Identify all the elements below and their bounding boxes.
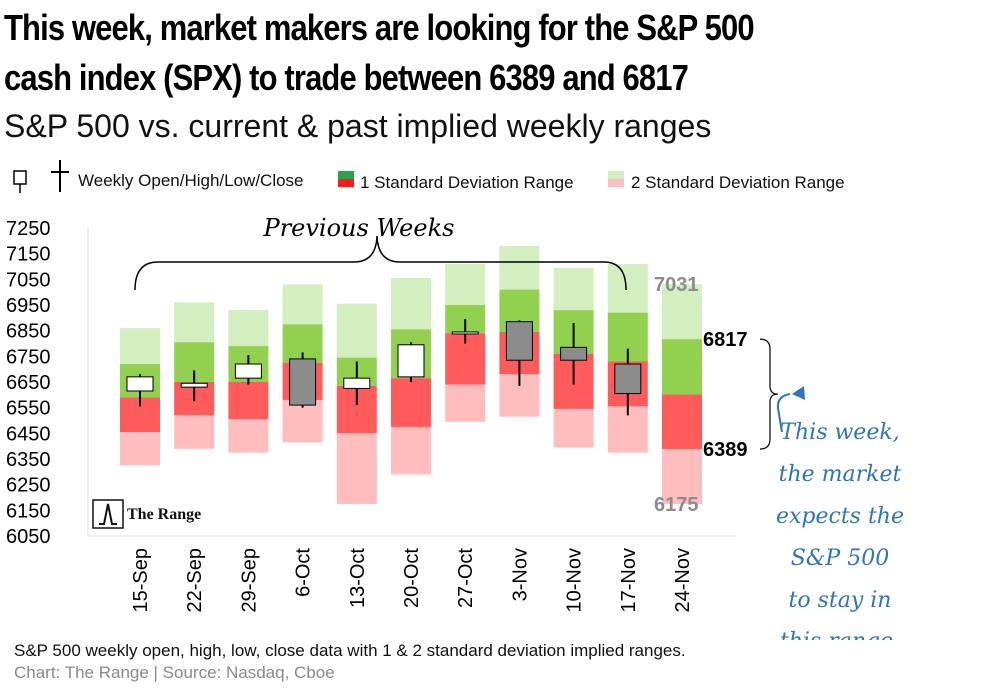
chart-subtitle: S&P 500 vs. current & past implied weekl… (4, 108, 712, 144)
y-tick-label: 7050 (6, 269, 51, 291)
candle-legend-icon (13, 170, 27, 193)
candles (126, 319, 642, 416)
y-tick-label: 6950 (6, 295, 51, 317)
x-tick-label: 20-Oct (401, 548, 423, 608)
candle-body (614, 363, 642, 395)
y-tick-label: 7250 (6, 218, 51, 240)
candle-body (289, 358, 317, 406)
y-tick-label: 6850 (6, 321, 51, 343)
legend: Weekly Open/High/Low/Close 1 Standard De… (13, 160, 845, 193)
y-tick-label: 6150 (6, 500, 51, 522)
sd2-upper-segment (282, 284, 323, 325)
headline-line-1: This week, market makers are looking for… (4, 7, 755, 48)
chart-footnote: S&P 500 weekly open, high, low, close da… (14, 641, 686, 660)
sd2-lower-segment (120, 432, 160, 466)
candle-body (126, 376, 154, 392)
sd1-legend-swatch (338, 171, 354, 187)
candle-body (451, 331, 479, 335)
annotation-arrow (776, 386, 805, 433)
sd2-upper-segment (174, 302, 215, 343)
brand-logo: The Range (92, 499, 201, 529)
chart-source: Chart: The Range | Source: Nasdaq, Cboe (14, 663, 335, 682)
x-tick-label: 24-Nov (672, 548, 694, 612)
sd2-legend-swatch (608, 171, 624, 187)
sd1-lower-segment (228, 382, 269, 420)
candle-body (397, 344, 425, 378)
note-line-6: this range. (780, 629, 900, 640)
x-axis: 15-Sep 22-Sep 29-Sep 6-Oct 13-Oct 20-Oct 27-Oc… (130, 548, 694, 613)
x-tick-label: 15-Sep (130, 548, 152, 613)
this-week-bracket (759, 338, 779, 450)
candle-body (560, 346, 588, 361)
sd1-high-label: 6817 (703, 329, 748, 351)
note-line-5: to stay in (789, 588, 892, 613)
candle-body (180, 382, 208, 388)
sd1-lower-segment (391, 378, 431, 427)
y-tick-label: 6050 (6, 526, 51, 548)
x-tick-label: 3-Nov (509, 548, 531, 601)
y-axis: 7250 7150 7050 6950 6850 6750 6650 6550 6450 6350… (6, 218, 51, 548)
sd1-low-label: 6389 (703, 439, 748, 461)
weekly-range-chart: Weekly Open/High/Low/Close 1 Standard De… (6, 160, 904, 640)
legend-ohlc-label: Weekly Open/High/Low/Close (78, 171, 304, 190)
y-tick-label: 6350 (6, 449, 51, 471)
arrow-shaft (776, 393, 791, 433)
brand-logo-mark-icon (99, 503, 117, 525)
y-tick-label: 6550 (6, 398, 51, 420)
y-tick-label: 6750 (6, 346, 51, 368)
x-tick-label: 22-Sep (184, 548, 206, 613)
x-tick-label: 29-Sep (238, 548, 260, 613)
previous-weeks-annotation: Previous Weeks (134, 214, 627, 291)
sd2-upper-segment (499, 245, 540, 290)
brand-name: The Range (127, 506, 201, 523)
sd2-upper-segment (336, 303, 377, 358)
note-line-4: S&P 500 (791, 546, 889, 571)
y-tick-label: 6650 (6, 372, 51, 394)
sd2-lower-segment (336, 433, 377, 504)
brand-logo-box (92, 499, 124, 529)
x-tick-label: 10-Nov (564, 548, 586, 612)
sd2-upper-segment (662, 284, 702, 340)
arrow-head-icon (792, 386, 805, 400)
note-line-3: expects the (776, 504, 904, 529)
sd2-upper-segment (391, 278, 431, 330)
previous-weeks-label: Previous Weeks (263, 214, 455, 242)
sd2-upper-segment (120, 328, 160, 365)
cross-legend-icon (51, 160, 69, 192)
sd2-lower-segment (662, 448, 702, 504)
note-line-1: This week, (780, 420, 899, 445)
sd2-lower-segment (445, 384, 486, 422)
y-tick-label: 6450 (6, 423, 51, 445)
sd2-low-label: 6175 (654, 494, 699, 516)
x-tick-label: 27-Oct (455, 548, 477, 608)
headline-line-2: cash index (SPX) to trade between 6389 a… (4, 57, 689, 98)
sd2-upper-segment (553, 267, 594, 311)
sd2-lower-segment (391, 426, 431, 475)
sd2-upper-segment (445, 263, 486, 305)
note-line-2: the market (779, 462, 902, 487)
sd1-upper-segment (662, 339, 702, 395)
previous-weeks-brace (134, 235, 627, 291)
candle-body (234, 363, 262, 379)
x-tick-label: 17-Nov (618, 548, 640, 612)
sd2-upper-segment (228, 310, 269, 347)
y-tick-label: 7150 (6, 244, 51, 266)
legend-sd1-label: 1 Standard Deviation Range (360, 173, 574, 192)
legend-sd2-label: 2 Standard Deviation Range (631, 173, 845, 192)
candle-body (343, 377, 371, 389)
sd2-lower-segment (174, 415, 215, 449)
sd2-lower-segment (553, 408, 594, 448)
sd2-lower-segment (228, 419, 269, 453)
this-week-note: This week, the market expects the S&P 50… (776, 420, 904, 640)
x-tick-label: 13-Oct (347, 548, 369, 608)
y-tick-label: 6250 (6, 475, 51, 497)
candle-body (505, 321, 533, 361)
sd2-high-label: 7031 (654, 274, 699, 296)
sd1-lower-segment (662, 394, 702, 449)
sd2-upper-segment (607, 263, 648, 313)
x-tick-label: 6-Oct (293, 548, 315, 597)
